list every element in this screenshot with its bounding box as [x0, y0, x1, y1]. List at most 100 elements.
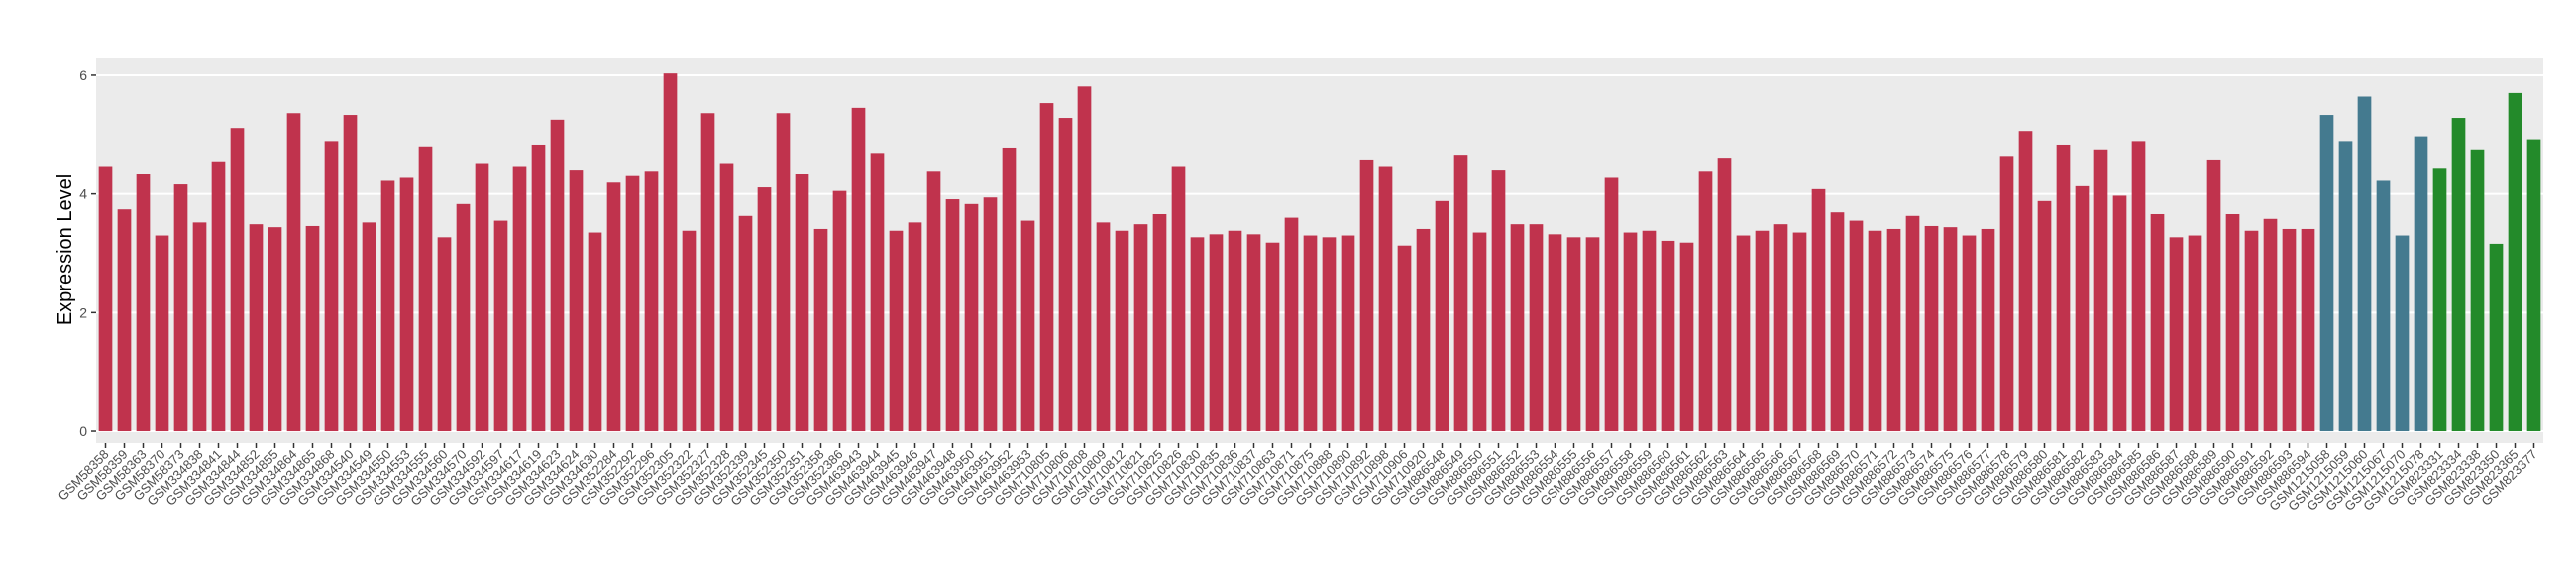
bar	[644, 171, 659, 432]
bar	[1868, 230, 1882, 432]
bar	[851, 107, 866, 432]
bar	[1133, 224, 1148, 432]
bar	[2470, 149, 2485, 432]
bar	[1265, 242, 1280, 432]
bar	[268, 227, 282, 432]
bar	[173, 184, 188, 432]
bar	[399, 177, 414, 432]
bar	[1039, 103, 1054, 432]
bar	[2414, 136, 2428, 432]
bar	[663, 73, 678, 432]
bar	[2282, 228, 2297, 432]
bar	[2376, 180, 2391, 432]
bar	[606, 182, 621, 432]
bar	[2056, 144, 2071, 432]
bar	[1472, 232, 1487, 432]
bar	[870, 153, 885, 432]
bar	[1096, 222, 1111, 432]
bar	[475, 163, 489, 432]
bar	[1435, 200, 1449, 432]
bar	[305, 225, 320, 432]
bar	[1020, 220, 1035, 432]
bar	[1190, 237, 1205, 432]
bar	[1246, 234, 1261, 432]
bar	[1698, 171, 1713, 432]
bar	[1773, 224, 1788, 432]
bar	[776, 113, 791, 432]
bar	[1359, 159, 1374, 432]
bar	[889, 230, 904, 432]
bar	[588, 232, 602, 432]
bar	[1679, 242, 1694, 432]
bar	[1378, 166, 1393, 432]
bar	[230, 128, 245, 432]
bar	[964, 203, 979, 432]
y-tick-label: 2	[79, 304, 87, 320]
bar	[1341, 235, 1355, 432]
bar	[2206, 159, 2221, 432]
bar	[2301, 228, 2315, 432]
bar	[926, 171, 941, 432]
bar	[1943, 227, 1958, 432]
bar	[98, 166, 113, 432]
bar	[286, 113, 301, 432]
bar	[2131, 141, 2146, 432]
bar	[2075, 185, 2090, 432]
bar	[795, 174, 809, 432]
bar	[1905, 215, 1920, 432]
bar	[362, 222, 376, 432]
bar	[1755, 230, 1770, 432]
bar	[1303, 235, 1318, 432]
bar	[2489, 243, 2504, 432]
bar	[832, 190, 847, 432]
bar	[682, 230, 697, 432]
bar	[1623, 232, 1638, 432]
bar	[1886, 228, 1901, 432]
bar	[1397, 245, 1412, 432]
y-tick-label: 0	[79, 423, 87, 439]
bar	[719, 163, 734, 432]
bar	[2037, 200, 2052, 432]
bar	[512, 166, 527, 432]
bar	[625, 175, 640, 432]
bar	[1642, 230, 1657, 432]
bar	[2169, 237, 2184, 432]
bar	[1529, 224, 1544, 432]
bar	[493, 220, 508, 432]
bar	[2225, 213, 2240, 432]
bar	[1792, 232, 1807, 432]
bar	[908, 222, 922, 432]
bar	[2395, 235, 2410, 432]
bar	[155, 235, 169, 432]
bar	[1491, 170, 1506, 432]
y-tick-label: 4	[79, 186, 87, 202]
bar	[569, 170, 584, 432]
bar	[945, 199, 960, 432]
bar	[1284, 217, 1299, 432]
bar	[1002, 147, 1017, 432]
bar	[2451, 118, 2466, 432]
bar	[1924, 225, 1939, 432]
bar	[117, 209, 132, 432]
bar	[2357, 96, 2372, 432]
bar	[418, 146, 433, 432]
bar	[1058, 118, 1073, 432]
bar	[136, 174, 151, 432]
bar	[1510, 224, 1525, 432]
bar	[1736, 235, 1751, 432]
bar	[738, 215, 753, 432]
bar	[1566, 237, 1581, 432]
bar	[1548, 234, 1562, 432]
bar	[380, 180, 395, 432]
bar	[700, 113, 715, 432]
bar	[211, 161, 226, 432]
bar	[531, 144, 546, 432]
bar	[456, 203, 471, 432]
bar	[2526, 139, 2541, 432]
bar	[1604, 177, 1619, 432]
bar	[1152, 213, 1167, 432]
bar	[1999, 156, 2014, 432]
bar	[2018, 131, 2033, 432]
bar	[1171, 166, 1186, 432]
